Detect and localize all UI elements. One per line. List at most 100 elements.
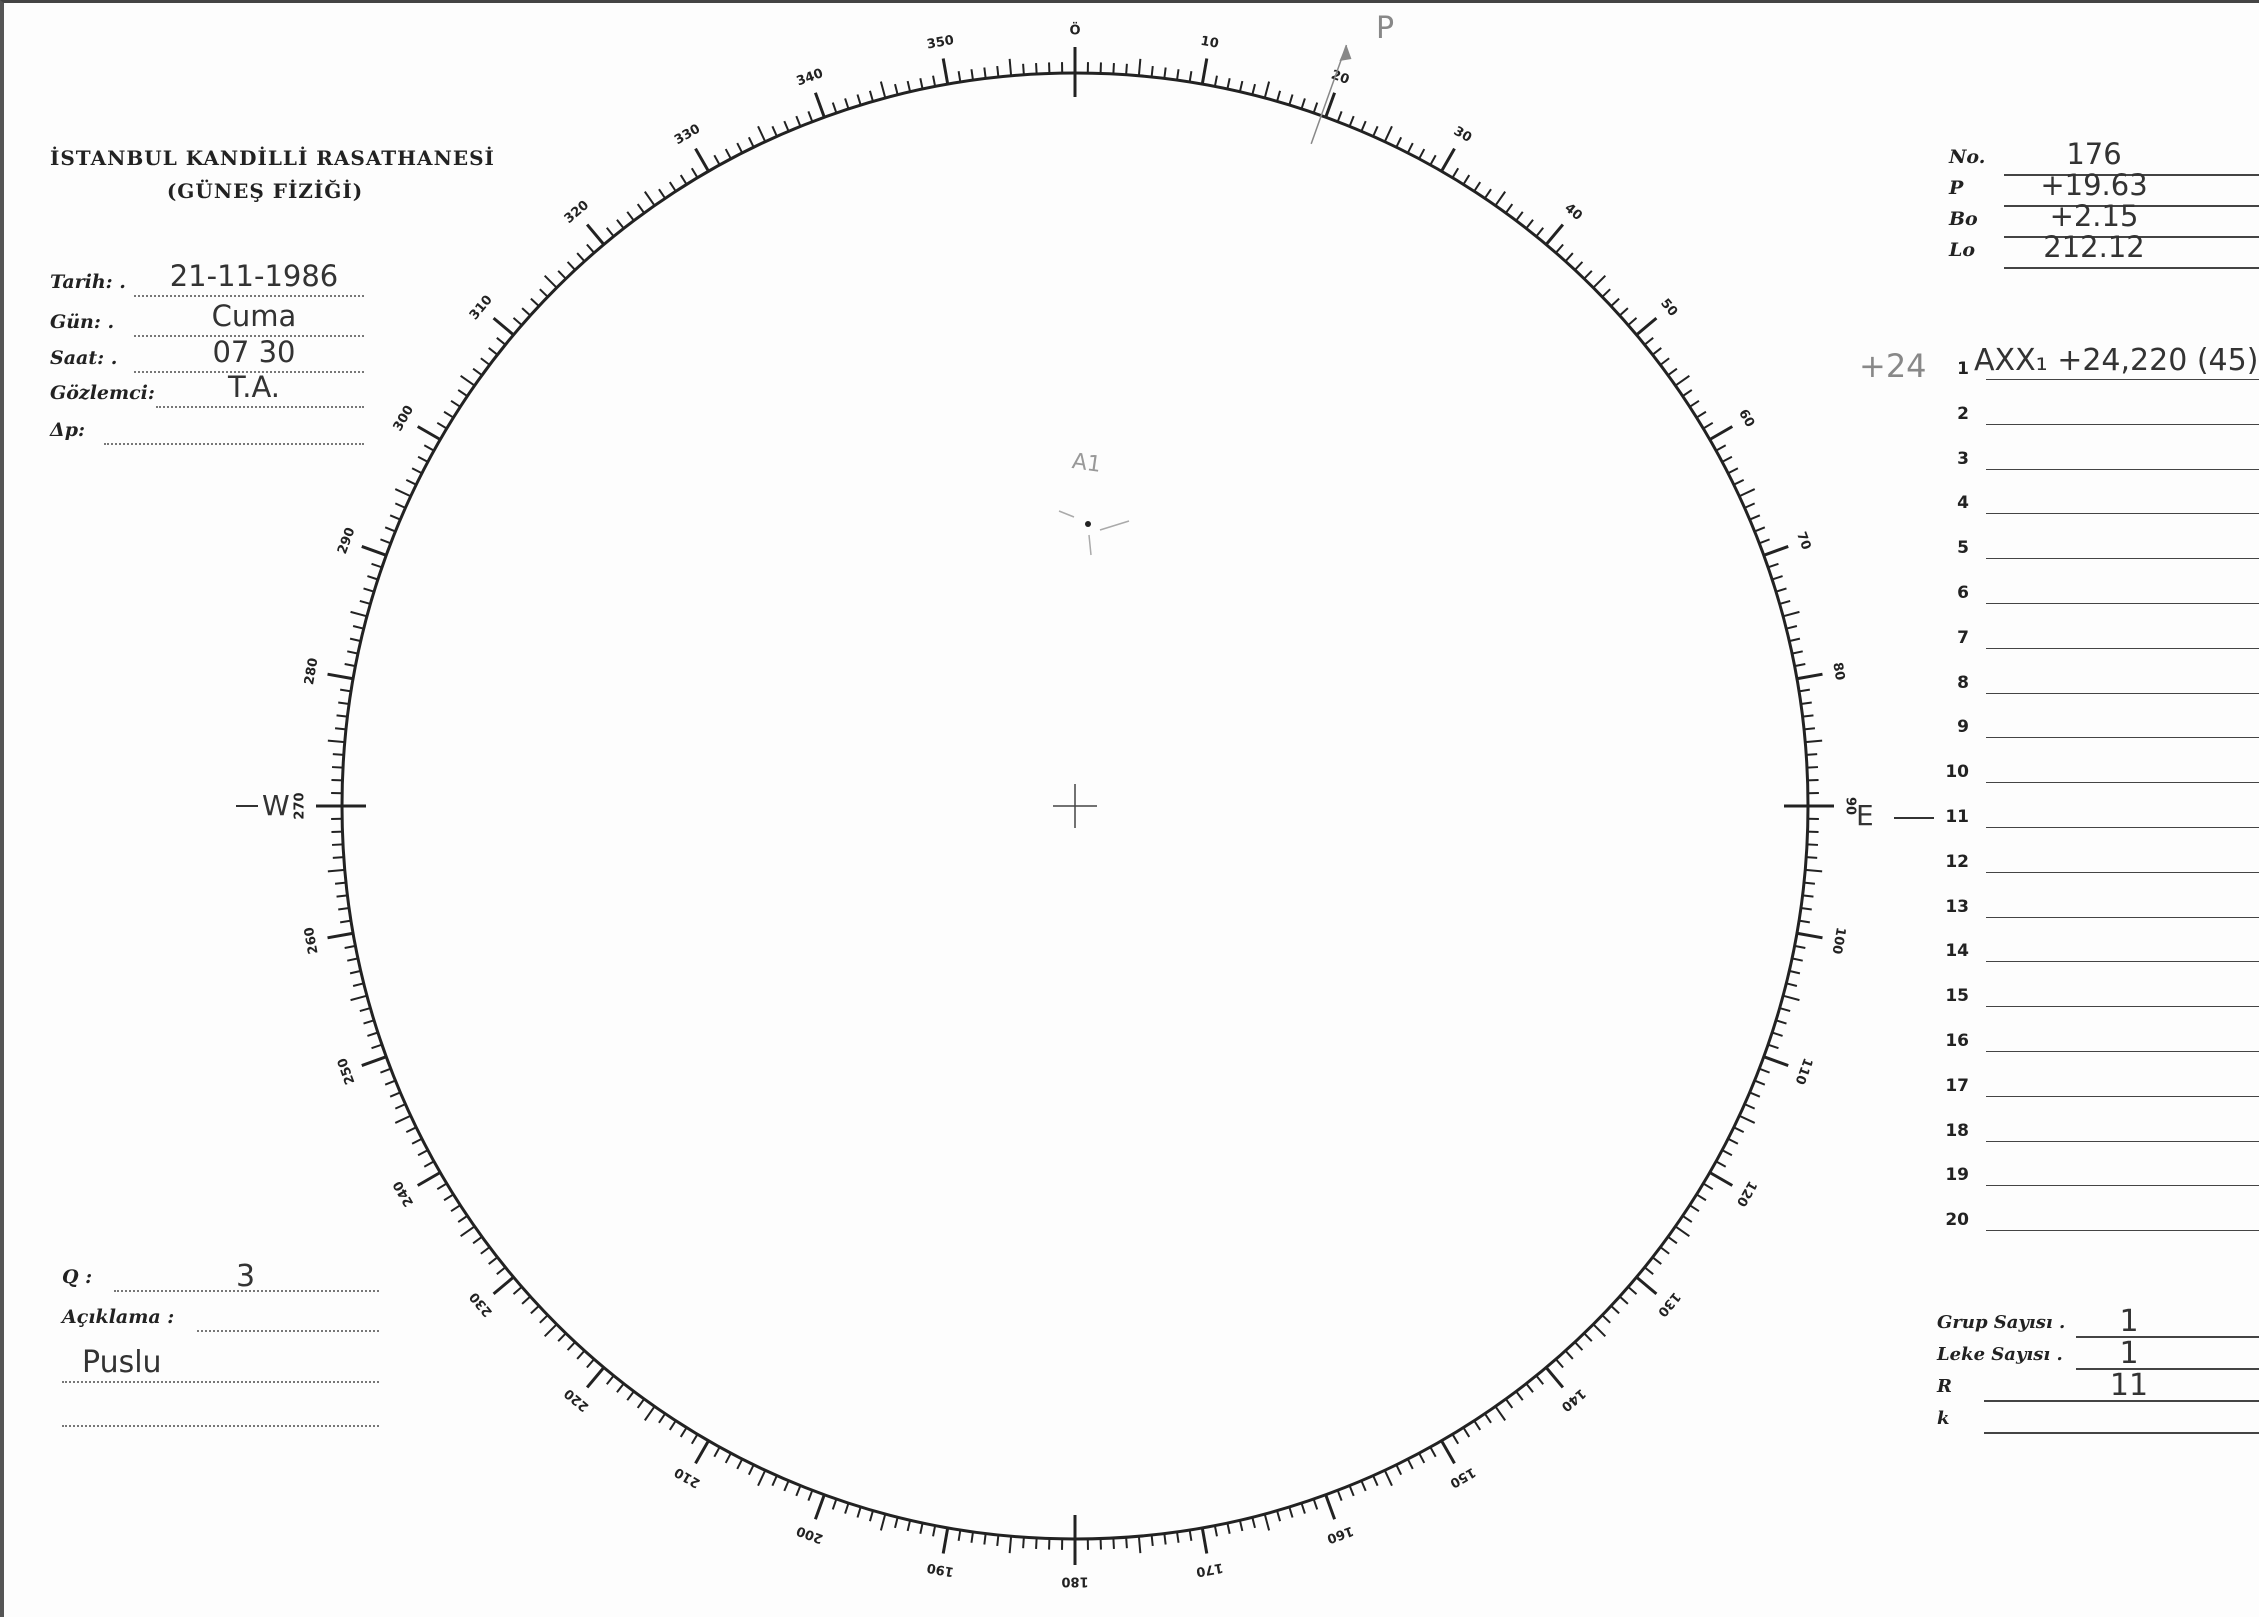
degree-tick	[1592, 1323, 1607, 1338]
degree-tick	[856, 1506, 862, 1518]
remarks-value: Puslu	[82, 1345, 162, 1380]
degree-tick	[1733, 478, 1745, 486]
group-row-line[interactable]	[1986, 827, 2259, 828]
degree-tick	[1288, 1506, 1294, 1518]
group-row-number: 6	[1957, 583, 1969, 603]
degree-tick	[1372, 125, 1379, 137]
field-line[interactable]	[134, 295, 364, 297]
remarks-line-1[interactable]	[197, 1330, 379, 1332]
degree-tick	[1035, 1537, 1038, 1550]
group-row-line[interactable]	[1986, 647, 2259, 649]
group-row-line[interactable]	[1986, 871, 2259, 873]
degree-tick	[844, 98, 850, 110]
degree-tick	[411, 467, 423, 475]
degree-tick	[450, 399, 461, 408]
group-row-line[interactable]	[1986, 423, 2259, 425]
degree-tick	[868, 1510, 874, 1522]
degree-tick	[1188, 71, 1193, 83]
count-line[interactable]	[1984, 1400, 2259, 1402]
remarks-label: Açıklama :	[62, 1306, 175, 1328]
group-row-line[interactable]	[1986, 782, 2259, 784]
field-line[interactable]	[104, 443, 364, 445]
field-line[interactable]	[134, 371, 364, 373]
degree-tick	[1601, 1314, 1611, 1324]
param-line[interactable]	[2004, 205, 2259, 207]
group-row-line[interactable]	[1986, 1006, 2259, 1008]
degree-tick	[643, 1405, 656, 1421]
degree-tick	[389, 514, 401, 521]
degree-tick	[668, 181, 677, 192]
degree-tick	[1721, 1149, 1733, 1157]
degree-tick	[363, 587, 375, 593]
group-row-line[interactable]	[1986, 468, 2259, 470]
count-line[interactable]	[2076, 1336, 2259, 1338]
param-label: Bo	[1949, 208, 1978, 230]
degree-tick	[1406, 1458, 1414, 1470]
group-row-line[interactable]	[1986, 916, 2259, 918]
degree-tick	[347, 957, 359, 962]
degree-label: 120	[1733, 1178, 1760, 1209]
degree-tick	[586, 243, 595, 254]
group-row-line[interactable]	[1986, 379, 2259, 380]
degree-tick	[1610, 1305, 1620, 1315]
degree-tick	[747, 136, 755, 148]
degree-tick	[894, 1516, 899, 1529]
degree-tick	[983, 67, 987, 79]
degree-tick	[1644, 337, 1654, 346]
group-row-line[interactable]	[1986, 737, 2259, 739]
remarks-line-3[interactable]	[62, 1425, 379, 1427]
degree-label: 220	[562, 1385, 592, 1414]
degree-tick	[416, 1171, 441, 1187]
degree-tick	[1564, 1350, 1574, 1360]
degree-tick	[919, 1522, 924, 1534]
param-line[interactable]	[2004, 267, 2259, 269]
count-line[interactable]	[2076, 1368, 2259, 1370]
degree-tick	[384, 1079, 396, 1086]
group-row-number: 7	[1957, 627, 1969, 648]
param-line[interactable]	[2004, 236, 2259, 238]
group-row-line[interactable]	[1986, 1230, 2259, 1232]
group-row-number: 13	[1945, 896, 1969, 917]
degree-tick	[1150, 65, 1154, 78]
count-line[interactable]	[1984, 1432, 2259, 1434]
degree-tick	[658, 188, 666, 199]
degree-tick	[566, 1341, 576, 1351]
degree-tick	[1619, 1295, 1629, 1305]
field-label: Tarih: .	[50, 271, 126, 293]
group-row-line[interactable]	[1986, 1140, 2259, 1142]
param-line[interactable]	[2004, 174, 2259, 176]
degree-tick	[492, 316, 515, 336]
degree-tick	[932, 75, 937, 87]
group-row-line[interactable]	[1986, 692, 2259, 694]
degree-label: 200	[795, 1523, 826, 1546]
group-row-line[interactable]	[1986, 1095, 2259, 1097]
remarks-line-2[interactable]	[62, 1381, 379, 1383]
degree-label: 210	[672, 1464, 703, 1491]
quality-line[interactable]	[114, 1290, 379, 1292]
degree-tick	[1696, 1193, 1707, 1202]
group-row-line[interactable]	[1986, 513, 2259, 515]
group-row-number: 17	[1945, 1075, 1969, 1096]
degree-label: 330	[672, 122, 703, 149]
degree-tick	[576, 1350, 586, 1360]
degree-tick	[344, 944, 356, 949]
degree-tick	[1137, 1536, 1142, 1554]
field-value: T.A.	[227, 370, 281, 404]
group-row-line[interactable]	[1986, 603, 2259, 604]
group-row-line[interactable]	[1986, 558, 2259, 560]
degree-tick	[1276, 1510, 1282, 1522]
count-value: 11	[2109, 1368, 2149, 1403]
group-row-line[interactable]	[1986, 1185, 2259, 1187]
group-row-number: 12	[1945, 851, 1969, 872]
group-row-line[interactable]	[1986, 1051, 2259, 1052]
field-line[interactable]	[134, 335, 364, 337]
degree-tick	[996, 65, 1000, 78]
degree-tick	[1651, 1256, 1662, 1265]
field-line[interactable]	[156, 406, 364, 408]
degree-tick	[566, 261, 576, 271]
degree-tick	[1758, 538, 1770, 545]
degree-tick	[1418, 1452, 1426, 1464]
group-row-line[interactable]	[1986, 961, 2259, 963]
degree-tick	[771, 125, 778, 137]
